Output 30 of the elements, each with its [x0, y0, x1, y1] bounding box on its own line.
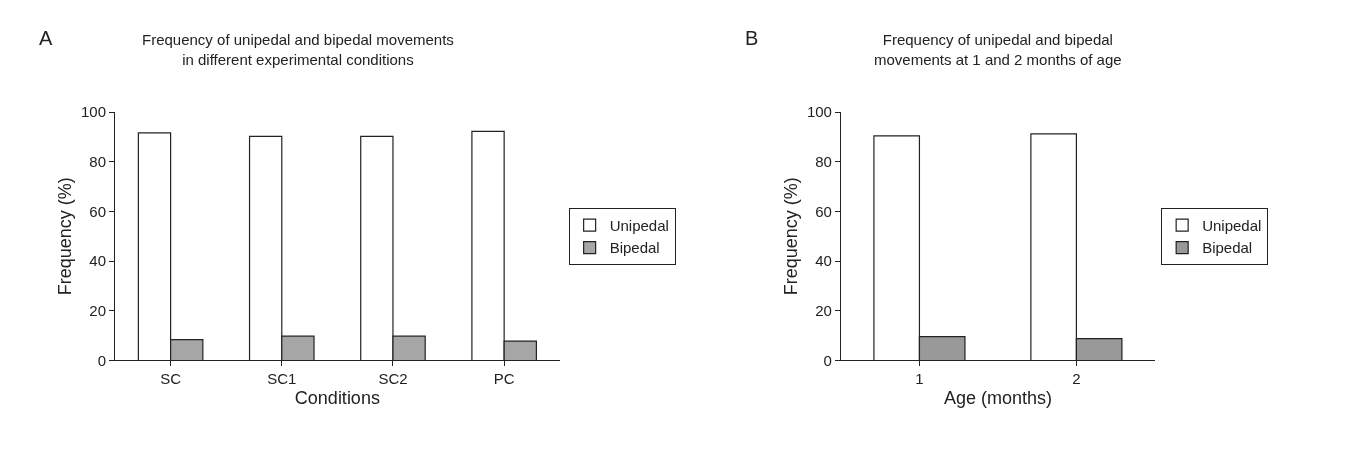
y-tick-label: 60: [815, 202, 832, 220]
legend-label: Bipedal: [609, 239, 660, 257]
y-tick-label: 0: [823, 351, 832, 369]
x-tick-label: SC: [160, 370, 182, 388]
y-tick-label: 100: [806, 103, 832, 121]
x-axis-title: Age (months): [943, 387, 1052, 408]
legend-label: Unipedal: [609, 216, 669, 234]
y-tick-label: 80: [815, 153, 832, 171]
x-tick-label: 1: [915, 370, 924, 388]
y-axis-title: Frequency (%): [55, 177, 76, 296]
y-tick-label: 40: [815, 252, 832, 270]
x-tick-label: SC1: [267, 370, 297, 388]
legend-label: Bipedal: [1202, 239, 1253, 257]
text: B: [745, 27, 759, 49]
x-tick-label: PC: [493, 370, 515, 388]
x-axis-title: Conditions: [294, 387, 380, 408]
y-tick-label: 20: [89, 302, 107, 320]
y-axis-title: Frequency (%): [781, 177, 802, 296]
y-tick-label: 60: [89, 202, 107, 220]
chart-title: Frequency of unipedal and bipedal movements at 1 and 2 months of age: [874, 31, 1122, 68]
x-tick-label: 2: [1072, 370, 1081, 388]
x-tick-label: SC2: [378, 370, 408, 388]
chart-title: Frequency of unipedal and bipedal movements in different experimental conditions: [142, 31, 454, 68]
y-tick-label: 20: [815, 302, 832, 320]
legend-label: Unipedal: [1202, 216, 1262, 234]
y-tick-label: 80: [89, 153, 107, 171]
y-tick-label: 0: [97, 351, 107, 369]
text: A: [39, 27, 53, 49]
y-tick-label: 40: [89, 252, 107, 270]
y-tick-label: 100: [80, 103, 107, 121]
